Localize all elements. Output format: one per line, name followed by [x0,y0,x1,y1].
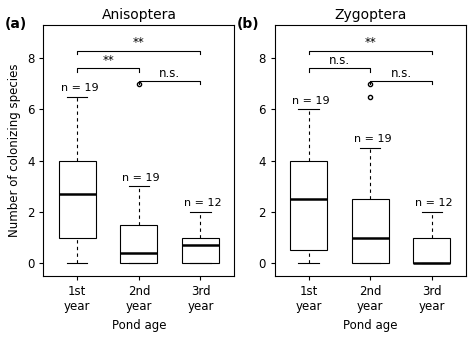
Text: n.s.: n.s. [329,54,350,67]
Text: n.s.: n.s. [159,67,180,80]
Text: n = 12: n = 12 [415,198,453,208]
Text: n = 12: n = 12 [184,198,221,208]
Text: n.s.: n.s. [391,67,411,80]
Text: **: ** [133,36,145,49]
X-axis label: Pond age: Pond age [112,319,166,332]
Bar [182,238,219,263]
Text: n = 19: n = 19 [292,96,329,106]
Text: (b): (b) [237,17,259,31]
Text: n = 19: n = 19 [122,172,160,183]
Bar [352,199,389,263]
Bar [59,161,96,238]
Text: n = 19: n = 19 [354,134,391,144]
Y-axis label: Number of colonizing species: Number of colonizing species [9,64,21,237]
X-axis label: Pond age: Pond age [343,319,397,332]
Bar [120,225,157,263]
Bar [413,238,450,263]
Text: n = 19: n = 19 [61,83,98,93]
Text: **: ** [102,54,114,67]
Text: **: ** [365,36,376,49]
Title: Anisoptera: Anisoptera [101,8,176,22]
Bar [290,161,327,251]
Text: (a): (a) [5,17,27,31]
Title: Zygoptera: Zygoptera [334,8,406,22]
